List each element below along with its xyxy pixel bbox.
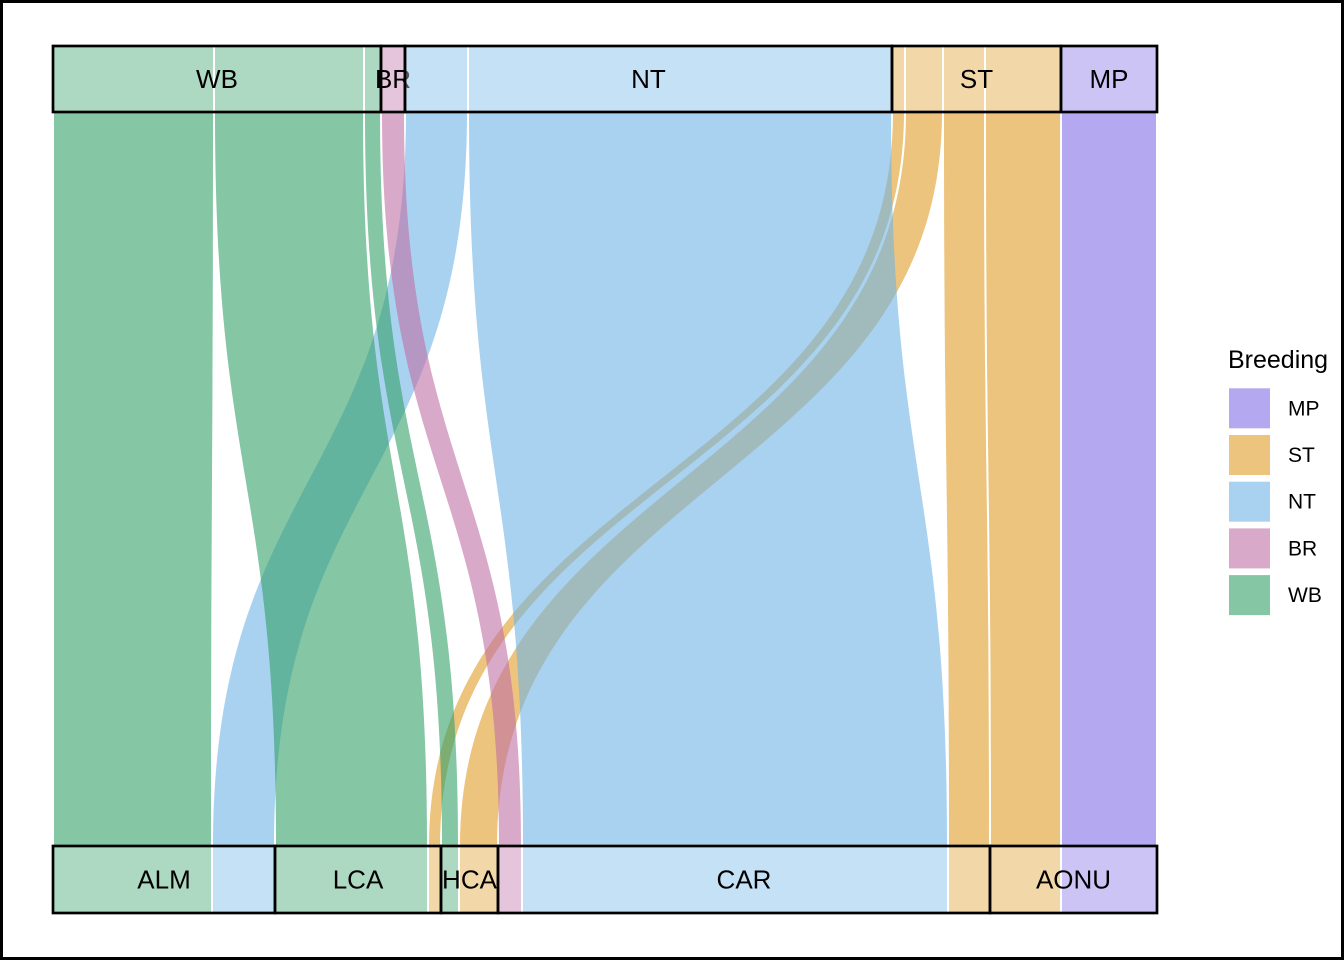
legend-swatch-NT [1229, 481, 1270, 522]
stratum-top-BR [379, 44, 407, 114]
stratum-top-WB [51, 44, 383, 114]
legend-label-ST: ST [1288, 444, 1315, 467]
legend-swatch-ST [1229, 435, 1270, 475]
flow-ST-AONU [986, 46, 1060, 913]
legend-label-MP: MP [1288, 397, 1320, 420]
legend-label-WB: WB [1288, 584, 1322, 607]
stratum-label-LCA: LCA [333, 865, 384, 895]
stratum-label-CAR: CAR [717, 865, 772, 895]
legend: Breeding MP ST NT BR WB [1228, 346, 1328, 616]
stratum-label-ALM: ALM [137, 865, 190, 895]
legend-swatch-BR [1229, 528, 1270, 569]
stratum-bottom-ALM [51, 844, 277, 915]
flows-layer [54, 46, 1156, 913]
legend-swatch-WB [1229, 575, 1270, 616]
stratum-bottom-LCA [273, 844, 443, 915]
legend-title: Breeding [1228, 346, 1328, 374]
flow-BR-CAR [382, 46, 521, 913]
legend-label-BR: BR [1288, 537, 1317, 560]
flow-ST-CAR [944, 46, 989, 913]
stratum-label-ST: ST [960, 64, 993, 94]
stratum-label-MP: MP [1090, 64, 1129, 94]
stratum-label-WB: WB [196, 64, 238, 94]
stratum-label-HCA: HCA [442, 865, 498, 895]
flow-MP-AONU [1062, 46, 1156, 913]
flow-WB-HCA [365, 46, 458, 913]
stratum-bottom-CAR [496, 844, 992, 915]
flow-NT-CAR [469, 46, 947, 913]
legend-label-NT: NT [1288, 491, 1316, 514]
legend-swatch-MP [1229, 388, 1270, 429]
stratum-label-AONU: AONU [1036, 865, 1111, 895]
stratum-label-NT: NT [631, 64, 666, 94]
flow-WB-LCA [215, 46, 427, 913]
stratum-bottom-AONU [988, 844, 1159, 915]
flow-WB-ALM [54, 46, 213, 913]
stratum-top-MP [1059, 44, 1159, 114]
